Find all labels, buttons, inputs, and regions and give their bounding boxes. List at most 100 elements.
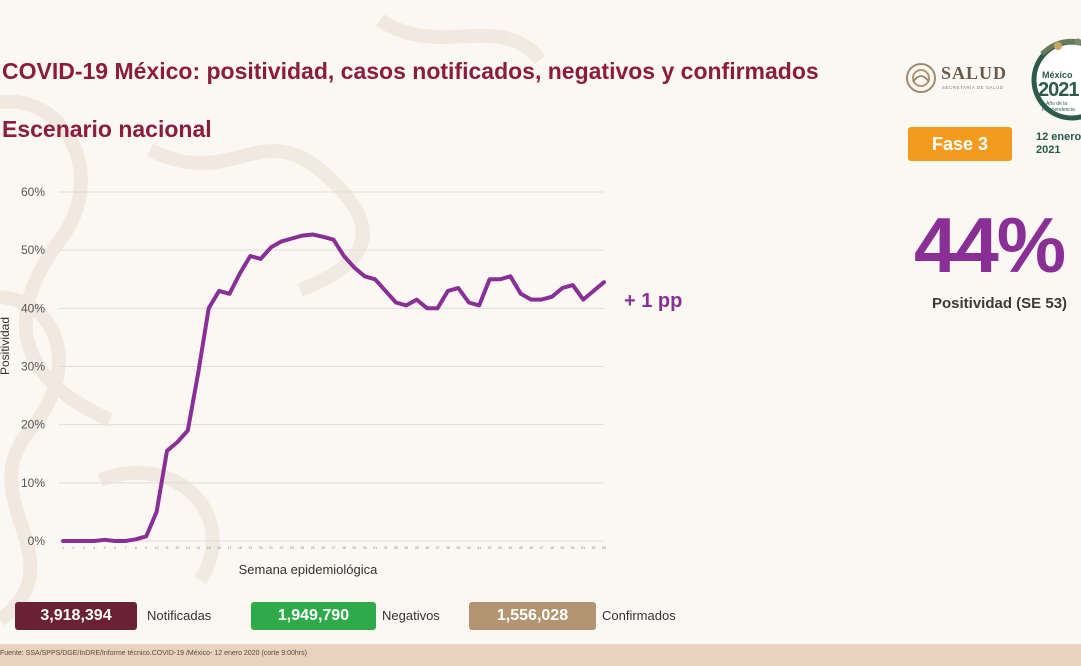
x-tick-label: 4 <box>93 546 95 550</box>
x-tick-label: 14 <box>196 546 200 550</box>
data-point <box>571 283 575 287</box>
x-tick-label: 6 <box>114 546 116 550</box>
x-tick-label: 47 <box>540 546 544 550</box>
x-tick-label: 44 <box>508 546 512 550</box>
y-tick-label: 10% <box>21 476 45 490</box>
x-tick-label: 12 <box>175 546 179 550</box>
phase-badge: Fase 3 <box>908 127 1012 161</box>
x-tick-label: 8 <box>135 546 137 550</box>
x-tick-label: 46 <box>529 546 533 550</box>
data-point <box>311 232 315 236</box>
data-point <box>279 239 283 243</box>
data-point <box>592 289 596 293</box>
data-point <box>508 274 512 278</box>
x-tick-label: 23 <box>290 546 294 550</box>
salud-logo: SALUD SECRETARÍA DE SALUD <box>905 60 1015 100</box>
data-point <box>300 234 304 238</box>
x-tick-label: 15 <box>207 546 211 550</box>
x-tick-label: 11 <box>165 546 169 550</box>
salud-logo-text: SALUD <box>941 63 1008 83</box>
footer-bar: Fuente: SSA/SPPS/DGE/InDRE/Informe técni… <box>0 644 1081 666</box>
x-tick-label: 13 <box>186 546 190 550</box>
x-tick-label: 22 <box>280 546 284 550</box>
data-point <box>540 298 544 302</box>
data-point <box>498 277 502 281</box>
x-tick-label: 9 <box>145 546 147 550</box>
x-tick-label: 36 <box>425 546 429 550</box>
data-point <box>550 295 554 299</box>
data-point <box>394 301 398 305</box>
y-tick-label: 50% <box>21 243 45 257</box>
data-point <box>581 298 585 302</box>
mexico-2021-logo: México 2021 Año de la Independencia <box>1026 34 1081 124</box>
data-point <box>519 292 523 296</box>
stat-notificadas-label: Notificadas <box>147 608 212 623</box>
salud-emblem-icon <box>906 63 936 93</box>
data-point <box>217 289 221 293</box>
x-tick-label: 26 <box>321 546 325 550</box>
data-point <box>144 534 148 538</box>
x-tick-label: 18 <box>238 546 242 550</box>
data-point <box>61 539 65 543</box>
x-tick-label: 38 <box>446 546 450 550</box>
data-point <box>477 303 481 307</box>
data-point <box>196 370 200 374</box>
data-point <box>488 277 492 281</box>
stat-notificadas-value: 3,918,394 <box>15 602 137 630</box>
y-tick-label: 40% <box>21 301 45 315</box>
positivity-value: 44% <box>914 201 1066 289</box>
y-tick-label: 20% <box>21 418 45 432</box>
data-point <box>155 510 159 514</box>
logo-2021-year: 2021 <box>1038 79 1079 101</box>
x-tick-label: 5 <box>104 546 106 550</box>
x-tick-label: 37 <box>436 546 440 550</box>
x-tick-label: 33 <box>394 546 398 550</box>
x-tick-label: 50 <box>571 546 575 550</box>
x-tick-label: 19 <box>248 546 252 550</box>
data-point <box>269 245 273 249</box>
x-tick-label: 28 <box>342 546 346 550</box>
x-tick-label: 24 <box>300 546 304 550</box>
logo-2021-top: México <box>1042 70 1073 80</box>
logo-2021-line2: Independencia <box>1042 107 1075 113</box>
data-point <box>436 306 440 310</box>
data-point <box>71 539 75 543</box>
data-point <box>259 257 263 261</box>
data-point <box>529 298 533 302</box>
data-point <box>92 539 96 543</box>
x-tick-label: 42 <box>488 546 492 550</box>
stat-confirmados-label: Confirmados <box>602 608 676 623</box>
page-subtitle: Escenario nacional <box>2 116 212 142</box>
x-tick-label: 52 <box>592 546 596 550</box>
data-point <box>352 266 356 270</box>
data-point <box>332 238 335 242</box>
report-date: 12 enero 2021 <box>1036 131 1081 156</box>
x-tick-label: 17 <box>228 546 232 550</box>
data-point <box>404 303 408 307</box>
x-axis-label: Semana epidemiológica <box>239 562 379 577</box>
x-tick-label: 31 <box>373 546 377 550</box>
data-point <box>446 289 450 293</box>
data-point <box>602 280 606 284</box>
data-point <box>123 539 127 543</box>
data-point <box>363 274 367 278</box>
data-point <box>113 539 117 543</box>
x-tick-label: 51 <box>581 546 585 550</box>
positivity-series-line <box>61 232 606 543</box>
y-axis-label: Positividad <box>0 317 12 375</box>
logo-2021-line1: Año de la <box>1046 101 1068 107</box>
data-point <box>165 449 169 453</box>
x-tick-label: 32 <box>384 546 388 550</box>
stat-negativos-value: 1,949,790 <box>251 602 376 630</box>
data-point <box>415 298 419 302</box>
data-point <box>342 254 346 258</box>
footer-source: Fuente: SSA/SPPS/DGE/InDRE/Informe técni… <box>0 650 307 657</box>
data-point <box>227 292 231 296</box>
data-point <box>384 289 388 293</box>
data-point <box>425 306 429 310</box>
x-tick-label: 3 <box>83 546 85 550</box>
x-tick-label: 2 <box>72 546 74 550</box>
data-point <box>82 539 86 543</box>
data-point <box>103 538 107 542</box>
positivity-change: + 1 pp <box>624 290 683 312</box>
